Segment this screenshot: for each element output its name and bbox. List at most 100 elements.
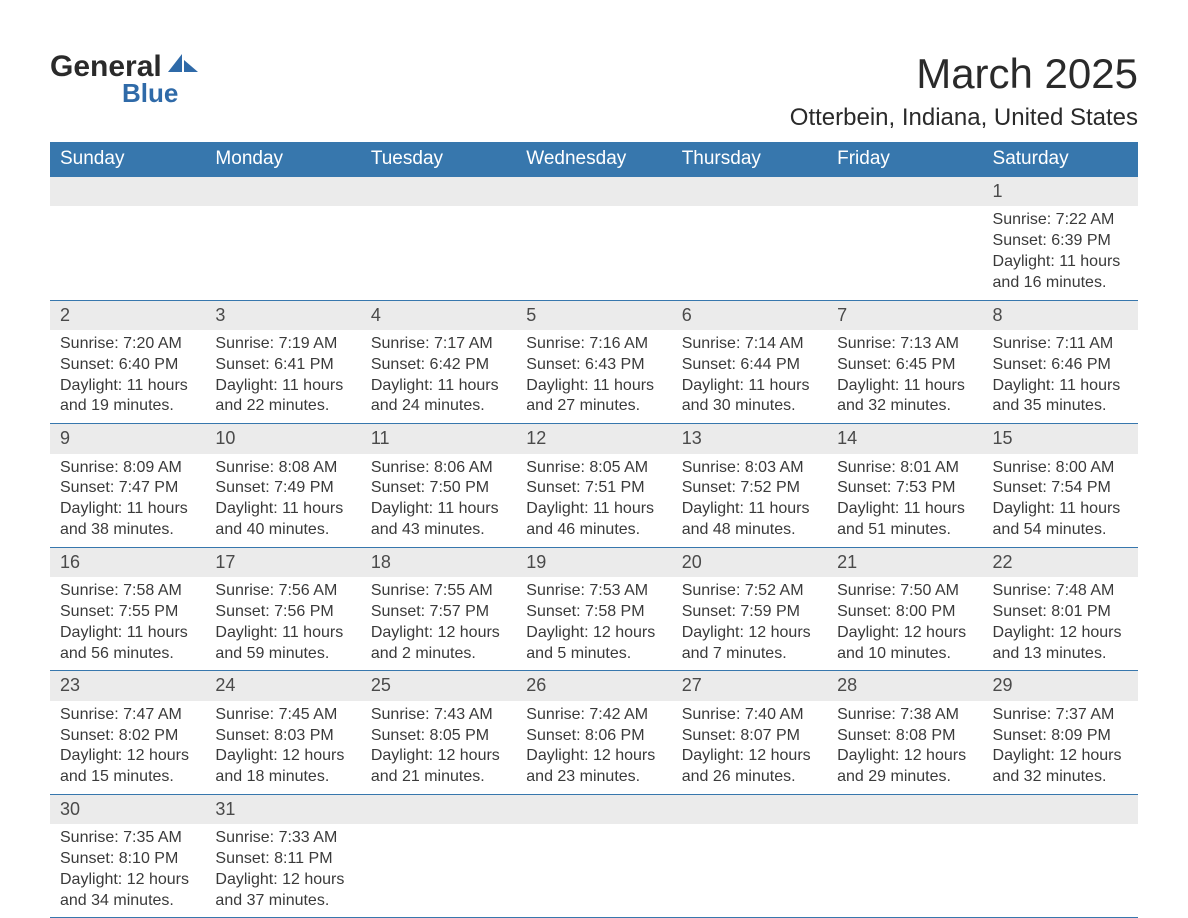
- sunset-line: Sunset: 8:09 PM: [993, 726, 1128, 747]
- day-body: Sunrise: 8:09 AMSunset: 7:47 PMDaylight:…: [50, 454, 205, 547]
- sunset-line: Sunset: 8:10 PM: [60, 849, 195, 870]
- calendar-day-cell: 20Sunrise: 7:52 AMSunset: 7:59 PMDayligh…: [672, 547, 827, 671]
- calendar-day-cell: 25Sunrise: 7:43 AMSunset: 8:05 PMDayligh…: [361, 671, 516, 795]
- calendar-day-cell: 26Sunrise: 7:42 AMSunset: 8:06 PMDayligh…: [516, 671, 671, 795]
- day-number-empty: [361, 177, 516, 206]
- sunset-line: Sunset: 8:06 PM: [526, 726, 661, 747]
- day-body: Sunrise: 7:38 AMSunset: 8:08 PMDaylight:…: [827, 701, 982, 794]
- daylight-line: Daylight: 12 hours and 10 minutes.: [837, 623, 972, 665]
- sunset-line: Sunset: 7:51 PM: [526, 478, 661, 499]
- day-number-empty: [672, 795, 827, 824]
- day-number: 14: [827, 424, 982, 453]
- daylight-line: Daylight: 12 hours and 7 minutes.: [682, 623, 817, 665]
- day-body: Sunrise: 7:14 AMSunset: 6:44 PMDaylight:…: [672, 330, 827, 423]
- day-body-empty: [361, 824, 516, 855]
- calendar-day-cell: 8Sunrise: 7:11 AMSunset: 6:46 PMDaylight…: [983, 300, 1138, 424]
- day-body: Sunrise: 8:03 AMSunset: 7:52 PMDaylight:…: [672, 454, 827, 547]
- sunset-line: Sunset: 8:11 PM: [215, 849, 350, 870]
- calendar-day-cell: 18Sunrise: 7:55 AMSunset: 7:57 PMDayligh…: [361, 547, 516, 671]
- sunset-line: Sunset: 8:00 PM: [837, 602, 972, 623]
- day-body-empty: [827, 206, 982, 237]
- daylight-line: Daylight: 11 hours and 27 minutes.: [526, 376, 661, 418]
- daylight-line: Daylight: 11 hours and 43 minutes.: [371, 499, 506, 541]
- sunset-line: Sunset: 7:49 PM: [215, 478, 350, 499]
- day-number-empty: [516, 177, 671, 206]
- sunset-line: Sunset: 6:42 PM: [371, 355, 506, 376]
- daylight-line: Daylight: 11 hours and 19 minutes.: [60, 376, 195, 418]
- day-number: 2: [50, 301, 205, 330]
- sunrise-line: Sunrise: 8:00 AM: [993, 458, 1128, 479]
- sunrise-line: Sunrise: 7:53 AM: [526, 581, 661, 602]
- weekday-header: Thursday: [672, 142, 827, 177]
- calendar-body: 1Sunrise: 7:22 AMSunset: 6:39 PMDaylight…: [50, 177, 1138, 918]
- sunset-line: Sunset: 7:52 PM: [682, 478, 817, 499]
- daylight-line: Daylight: 12 hours and 5 minutes.: [526, 623, 661, 665]
- sunrise-line: Sunrise: 7:33 AM: [215, 828, 350, 849]
- day-body: Sunrise: 8:05 AMSunset: 7:51 PMDaylight:…: [516, 454, 671, 547]
- calendar-day-cell: 17Sunrise: 7:56 AMSunset: 7:56 PMDayligh…: [205, 547, 360, 671]
- calendar-day-cell: 2Sunrise: 7:20 AMSunset: 6:40 PMDaylight…: [50, 300, 205, 424]
- day-number: 6: [672, 301, 827, 330]
- logo-word-2: Blue: [122, 78, 198, 109]
- calendar-day-cell: 11Sunrise: 8:06 AMSunset: 7:50 PMDayligh…: [361, 424, 516, 548]
- calendar-day-cell: [983, 794, 1138, 918]
- day-number-empty: [827, 795, 982, 824]
- day-body: Sunrise: 7:50 AMSunset: 8:00 PMDaylight:…: [827, 577, 982, 670]
- day-body: Sunrise: 7:53 AMSunset: 7:58 PMDaylight:…: [516, 577, 671, 670]
- calendar-day-cell: 14Sunrise: 8:01 AMSunset: 7:53 PMDayligh…: [827, 424, 982, 548]
- day-number: 27: [672, 671, 827, 700]
- sunset-line: Sunset: 8:08 PM: [837, 726, 972, 747]
- header: General Blue March 2025 Otterbein, India…: [50, 50, 1138, 132]
- day-body: Sunrise: 7:48 AMSunset: 8:01 PMDaylight:…: [983, 577, 1138, 670]
- daylight-line: Daylight: 12 hours and 15 minutes.: [60, 746, 195, 788]
- daylight-line: Daylight: 12 hours and 18 minutes.: [215, 746, 350, 788]
- daylight-line: Daylight: 11 hours and 51 minutes.: [837, 499, 972, 541]
- sunrise-line: Sunrise: 8:03 AM: [682, 458, 817, 479]
- day-number: 21: [827, 548, 982, 577]
- calendar-day-cell: 19Sunrise: 7:53 AMSunset: 7:58 PMDayligh…: [516, 547, 671, 671]
- sunrise-line: Sunrise: 7:56 AM: [215, 581, 350, 602]
- day-body: Sunrise: 7:17 AMSunset: 6:42 PMDaylight:…: [361, 330, 516, 423]
- title-block: March 2025 Otterbein, Indiana, United St…: [790, 50, 1138, 132]
- daylight-line: Daylight: 12 hours and 32 minutes.: [993, 746, 1128, 788]
- day-number: 28: [827, 671, 982, 700]
- sunrise-line: Sunrise: 7:14 AM: [682, 334, 817, 355]
- sunrise-line: Sunrise: 7:11 AM: [993, 334, 1128, 355]
- day-body: Sunrise: 7:55 AMSunset: 7:57 PMDaylight:…: [361, 577, 516, 670]
- sunrise-line: Sunrise: 7:48 AM: [993, 581, 1128, 602]
- sunrise-line: Sunrise: 7:19 AM: [215, 334, 350, 355]
- daylight-line: Daylight: 11 hours and 46 minutes.: [526, 499, 661, 541]
- calendar-day-cell: 1Sunrise: 7:22 AMSunset: 6:39 PMDaylight…: [983, 177, 1138, 301]
- calendar-day-cell: [672, 177, 827, 301]
- calendar-day-cell: 22Sunrise: 7:48 AMSunset: 8:01 PMDayligh…: [983, 547, 1138, 671]
- day-number: 29: [983, 671, 1138, 700]
- calendar-day-cell: 10Sunrise: 8:08 AMSunset: 7:49 PMDayligh…: [205, 424, 360, 548]
- day-body: Sunrise: 7:19 AMSunset: 6:41 PMDaylight:…: [205, 330, 360, 423]
- weekday-header: Wednesday: [516, 142, 671, 177]
- sunrise-line: Sunrise: 7:37 AM: [993, 705, 1128, 726]
- day-number: 3: [205, 301, 360, 330]
- sunset-line: Sunset: 7:50 PM: [371, 478, 506, 499]
- calendar-day-cell: 13Sunrise: 8:03 AMSunset: 7:52 PMDayligh…: [672, 424, 827, 548]
- day-number: 4: [361, 301, 516, 330]
- sunrise-line: Sunrise: 7:22 AM: [993, 210, 1128, 231]
- calendar-day-cell: [827, 177, 982, 301]
- calendar-day-cell: [205, 177, 360, 301]
- month-year-title: March 2025: [790, 50, 1138, 98]
- day-body: Sunrise: 7:58 AMSunset: 7:55 PMDaylight:…: [50, 577, 205, 670]
- weekday-header-row: Sunday Monday Tuesday Wednesday Thursday…: [50, 142, 1138, 177]
- day-body: Sunrise: 8:00 AMSunset: 7:54 PMDaylight:…: [983, 454, 1138, 547]
- calendar-day-cell: 12Sunrise: 8:05 AMSunset: 7:51 PMDayligh…: [516, 424, 671, 548]
- sunrise-line: Sunrise: 7:13 AM: [837, 334, 972, 355]
- day-number-empty: [361, 795, 516, 824]
- sunrise-line: Sunrise: 7:20 AM: [60, 334, 195, 355]
- calendar-day-cell: 23Sunrise: 7:47 AMSunset: 8:02 PMDayligh…: [50, 671, 205, 795]
- day-body: Sunrise: 7:37 AMSunset: 8:09 PMDaylight:…: [983, 701, 1138, 794]
- calendar-day-cell: 7Sunrise: 7:13 AMSunset: 6:45 PMDaylight…: [827, 300, 982, 424]
- logo: General Blue: [50, 50, 198, 109]
- day-number-empty: [983, 795, 1138, 824]
- daylight-line: Daylight: 11 hours and 48 minutes.: [682, 499, 817, 541]
- sunrise-line: Sunrise: 8:01 AM: [837, 458, 972, 479]
- daylight-line: Daylight: 11 hours and 59 minutes.: [215, 623, 350, 665]
- day-number: 1: [983, 177, 1138, 206]
